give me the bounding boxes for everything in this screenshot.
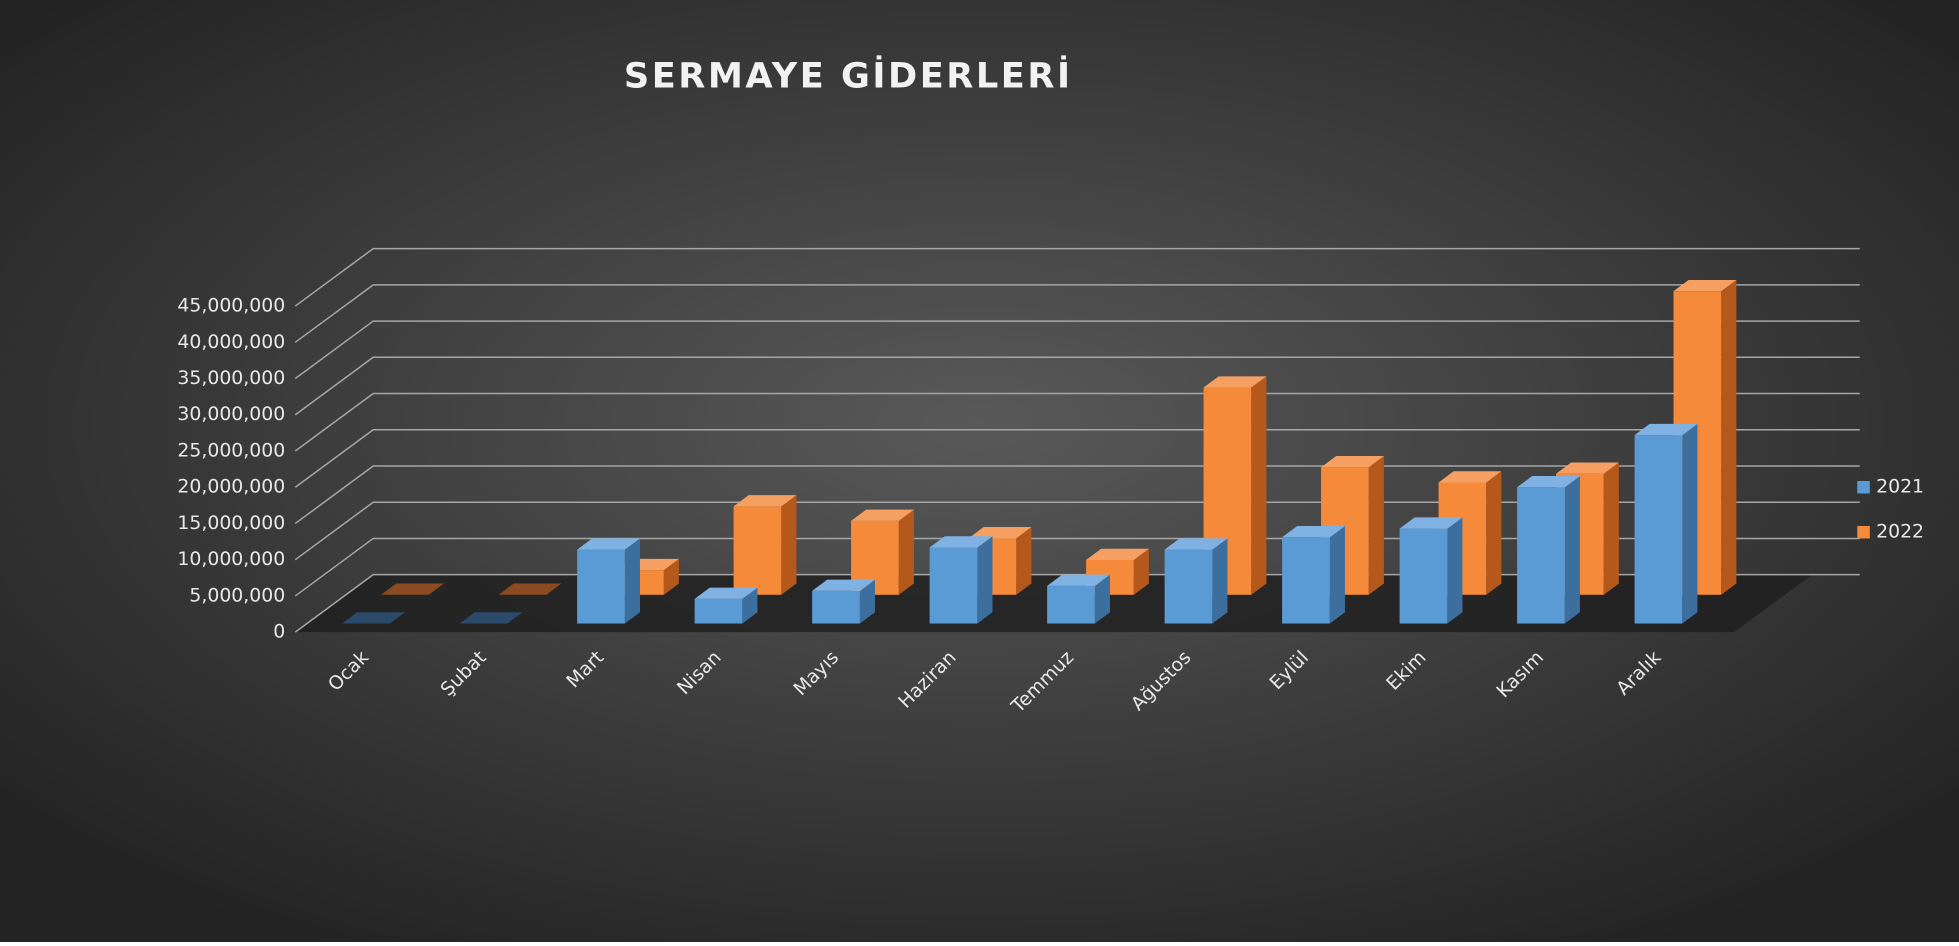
grid-line — [294, 247, 1860, 307]
bar-front — [1399, 528, 1448, 624]
bar-front — [1047, 585, 1095, 624]
legend-label: 2022 — [1876, 522, 1924, 543]
bar-side — [1603, 462, 1619, 595]
bar-front — [1164, 549, 1213, 624]
bar-front — [812, 590, 860, 624]
bar-side — [624, 538, 640, 624]
bar-top — [1047, 574, 1110, 586]
legend-swatch — [1857, 525, 1870, 539]
bar-top — [1438, 471, 1502, 483]
bar-side — [742, 587, 758, 624]
bar-side — [859, 579, 875, 624]
bar-top — [733, 495, 797, 507]
bar-top — [1634, 423, 1698, 436]
bar-side — [1564, 476, 1580, 624]
bar-side — [1094, 574, 1110, 624]
y-tick-label: 40,000,000 — [177, 332, 285, 353]
y-tick-label: 35,000,000 — [177, 368, 285, 389]
bar-side — [663, 558, 679, 595]
bar-top — [381, 583, 444, 595]
bar-side — [898, 509, 914, 595]
bar-top — [498, 583, 562, 595]
y-tick-label: 5,000,000 — [189, 585, 285, 606]
bar-top — [929, 536, 993, 548]
bar-front — [1517, 487, 1565, 624]
bar-top — [1399, 517, 1463, 529]
bar-side — [1251, 376, 1267, 595]
bar-front — [577, 549, 625, 624]
grid-line — [294, 320, 1860, 380]
bar-top — [968, 527, 1032, 539]
bar-top — [694, 587, 758, 599]
bar-top — [1321, 456, 1384, 468]
bar-side — [1447, 517, 1463, 624]
grid-line — [294, 284, 1860, 343]
bar-side — [1133, 548, 1149, 595]
bar-side — [1016, 527, 1032, 595]
bar-top — [1203, 376, 1267, 388]
bar-front — [694, 598, 743, 624]
bar-front — [929, 547, 978, 624]
bar-top — [1282, 526, 1345, 538]
bar-top — [342, 612, 406, 624]
bar-side — [977, 536, 993, 624]
grid-line — [294, 356, 1860, 416]
grid-line — [294, 392, 1860, 452]
bar-side — [1212, 538, 1228, 624]
bar-top — [1556, 462, 1619, 474]
bar-top — [1164, 538, 1228, 550]
legend-swatch — [1857, 480, 1870, 494]
bar-side — [1682, 423, 1698, 624]
bar-side — [1329, 526, 1345, 624]
bar-side — [781, 495, 797, 595]
y-tick-label: 10,000,000 — [177, 549, 285, 570]
bar-front — [1634, 435, 1683, 624]
y-tick-label: 15,000,000 — [177, 513, 285, 534]
bar-top — [851, 509, 914, 521]
bar-top — [1517, 476, 1580, 488]
bar-side — [1368, 456, 1384, 595]
bar-top — [812, 579, 875, 591]
bar-side — [1721, 279, 1737, 595]
y-tick-label: 30,000,000 — [177, 404, 285, 425]
chart-title: SERMAYE GİDERLERİ — [624, 55, 1073, 97]
bar-top — [1673, 279, 1737, 292]
legend-label: 2021 — [1876, 477, 1924, 498]
bar-side — [1486, 471, 1502, 595]
y-tick-label: 20,000,000 — [177, 477, 285, 498]
bar-top — [577, 538, 640, 550]
grid-line — [294, 429, 1860, 488]
bar-top — [1086, 548, 1149, 561]
bar-front — [733, 506, 782, 595]
y-tick-label: 0 — [273, 622, 285, 643]
bar-top — [459, 612, 523, 624]
bar-front — [1282, 537, 1330, 624]
y-tick-label: 45,000,000 — [177, 296, 285, 317]
y-tick-label: 25,000,000 — [177, 441, 285, 462]
